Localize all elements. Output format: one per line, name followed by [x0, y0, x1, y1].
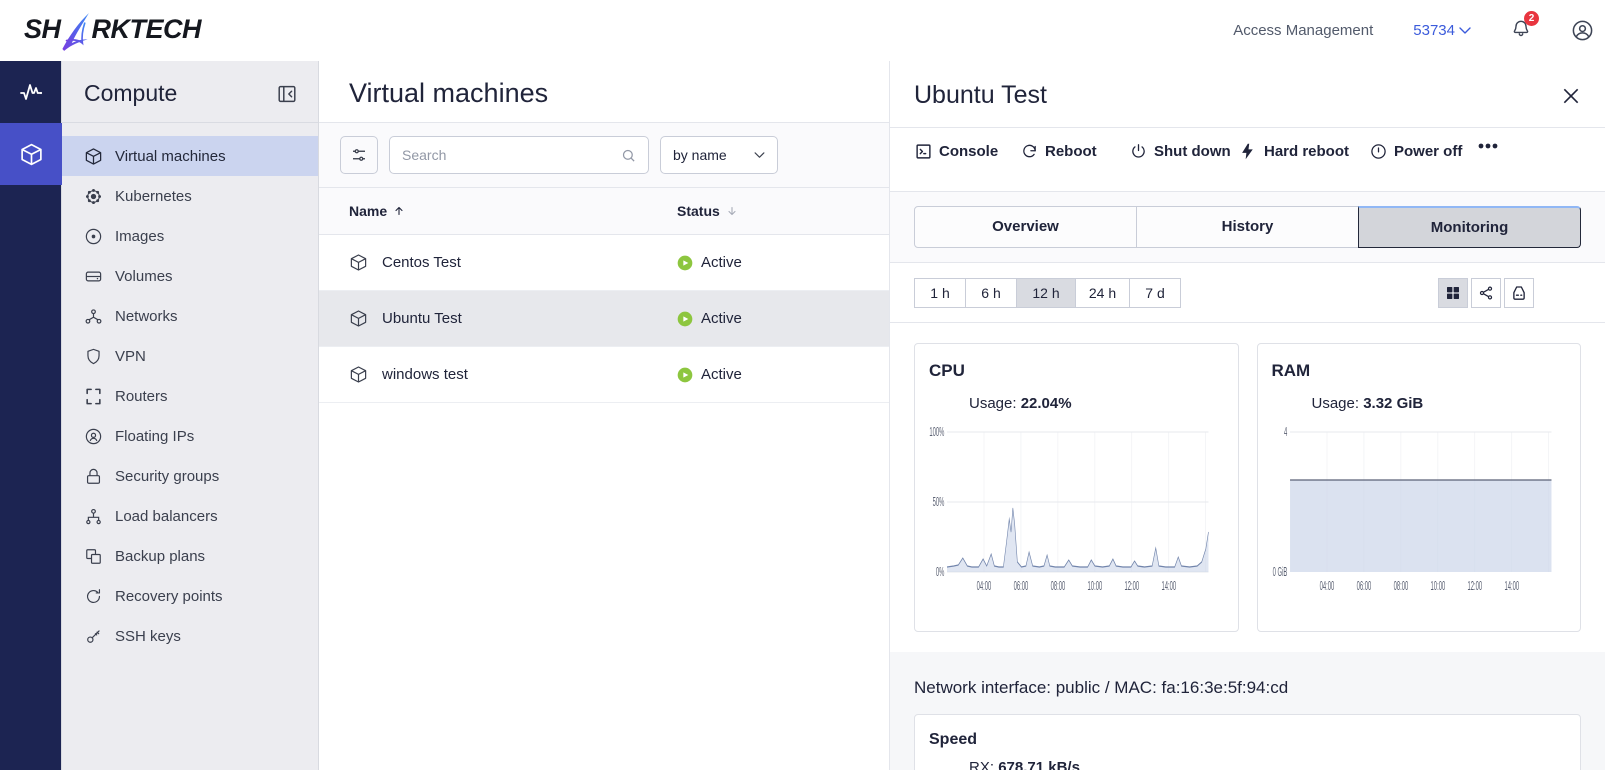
svg-text:10:00: 10:00 — [1430, 580, 1445, 594]
svg-text:0 GiB: 0 GiB — [1272, 566, 1287, 580]
svg-text:06:00: 06:00 — [1014, 580, 1029, 594]
svg-text:14:00: 14:00 — [1161, 580, 1176, 594]
svg-text:14:00: 14:00 — [1504, 580, 1519, 594]
svg-text:06:00: 06:00 — [1356, 580, 1371, 594]
svg-text:0%: 0% — [936, 566, 944, 580]
svg-text:12:00: 12:00 — [1125, 580, 1140, 594]
svg-text:10:00: 10:00 — [1088, 580, 1103, 594]
svg-text:12:00: 12:00 — [1467, 580, 1482, 594]
svg-text:4: 4 — [1284, 426, 1287, 440]
svg-text:08:00: 08:00 — [1051, 580, 1066, 594]
svg-text:50%: 50% — [933, 496, 945, 510]
svg-text:08:00: 08:00 — [1393, 580, 1408, 594]
svg-text:04:00: 04:00 — [977, 580, 992, 594]
svg-text:04:00: 04:00 — [1319, 580, 1334, 594]
svg-text:100%: 100% — [929, 426, 944, 440]
